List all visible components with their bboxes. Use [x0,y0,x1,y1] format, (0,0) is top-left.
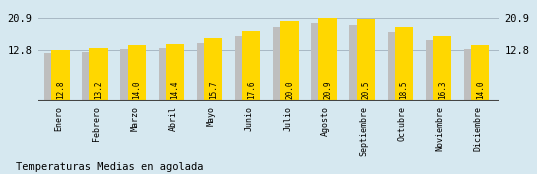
Bar [204,38,222,101]
Bar [395,27,413,101]
Text: 18.5: 18.5 [400,81,409,99]
Text: 14.0: 14.0 [476,81,485,99]
Bar [280,21,299,101]
Bar [357,19,375,101]
Text: 20.0: 20.0 [285,81,294,99]
Bar [120,49,144,101]
Text: 20.5: 20.5 [361,81,371,99]
Bar [44,53,68,101]
Text: 13.2: 13.2 [94,81,103,99]
Bar [273,27,297,101]
Bar [426,41,449,101]
Bar [52,50,70,101]
Text: 16.3: 16.3 [438,81,447,99]
Bar [311,23,335,101]
Bar [464,49,488,101]
Text: 20.9: 20.9 [323,81,332,99]
Bar [388,32,411,101]
Bar [318,18,337,101]
Text: 17.6: 17.6 [247,81,256,99]
Text: 12.8: 12.8 [56,81,65,99]
Text: 14.4: 14.4 [170,81,179,99]
Bar [433,36,451,101]
Bar [82,52,106,101]
Text: 15.7: 15.7 [209,81,217,99]
Bar [166,44,184,101]
Bar [235,36,259,101]
Bar [90,48,108,101]
Bar [242,31,260,101]
Text: 14.0: 14.0 [132,81,141,99]
Bar [471,45,490,101]
Bar [128,45,146,101]
Bar [158,48,182,101]
Bar [197,43,220,101]
Bar [350,25,373,101]
Text: Temperaturas Medias en agolada: Temperaturas Medias en agolada [16,162,204,172]
